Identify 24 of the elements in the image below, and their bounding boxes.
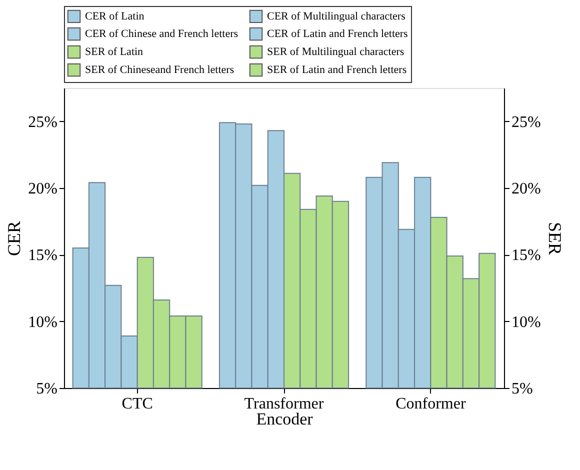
legend-label: SER of Latin: [85, 46, 144, 58]
y-tick-label: 10%: [28, 314, 58, 331]
legend-label: CER of Latin: [85, 10, 145, 22]
legend-label: CER of Chinese and French letters: [85, 28, 238, 40]
x-tick-label: CTC: [122, 396, 153, 412]
y-axis-title: CER: [4, 220, 24, 256]
y-tick-label: 5%: [36, 380, 58, 398]
y-tick-label: 20%: [28, 180, 58, 198]
x-tick-label: Transformer: [244, 396, 324, 412]
y-tick-label: 25%: [28, 114, 58, 131]
y2-axis-title: SER: [544, 222, 565, 256]
x-axis-title: Encoder: [256, 410, 314, 428]
y-tick-label: 15%: [28, 247, 58, 264]
y2-tick-label: 20%: [512, 180, 541, 198]
legend-label: CER of Latin and French letters: [267, 28, 408, 40]
legend-label: SER of Latin and French letters: [267, 64, 407, 76]
y2-tick-label: 10%: [512, 314, 541, 331]
legend-label: CER of Multilingual characters: [267, 10, 406, 22]
y2-tick-label: 25%: [512, 114, 541, 131]
x-tick-label: Conformer: [396, 396, 466, 412]
y2-tick-label: 5%: [512, 380, 533, 398]
y2-tick-label: 15%: [512, 247, 541, 264]
legend-label: SER of Chineseand French letters: [85, 64, 234, 76]
legend-label: SER of Multilingual characters: [267, 46, 404, 58]
